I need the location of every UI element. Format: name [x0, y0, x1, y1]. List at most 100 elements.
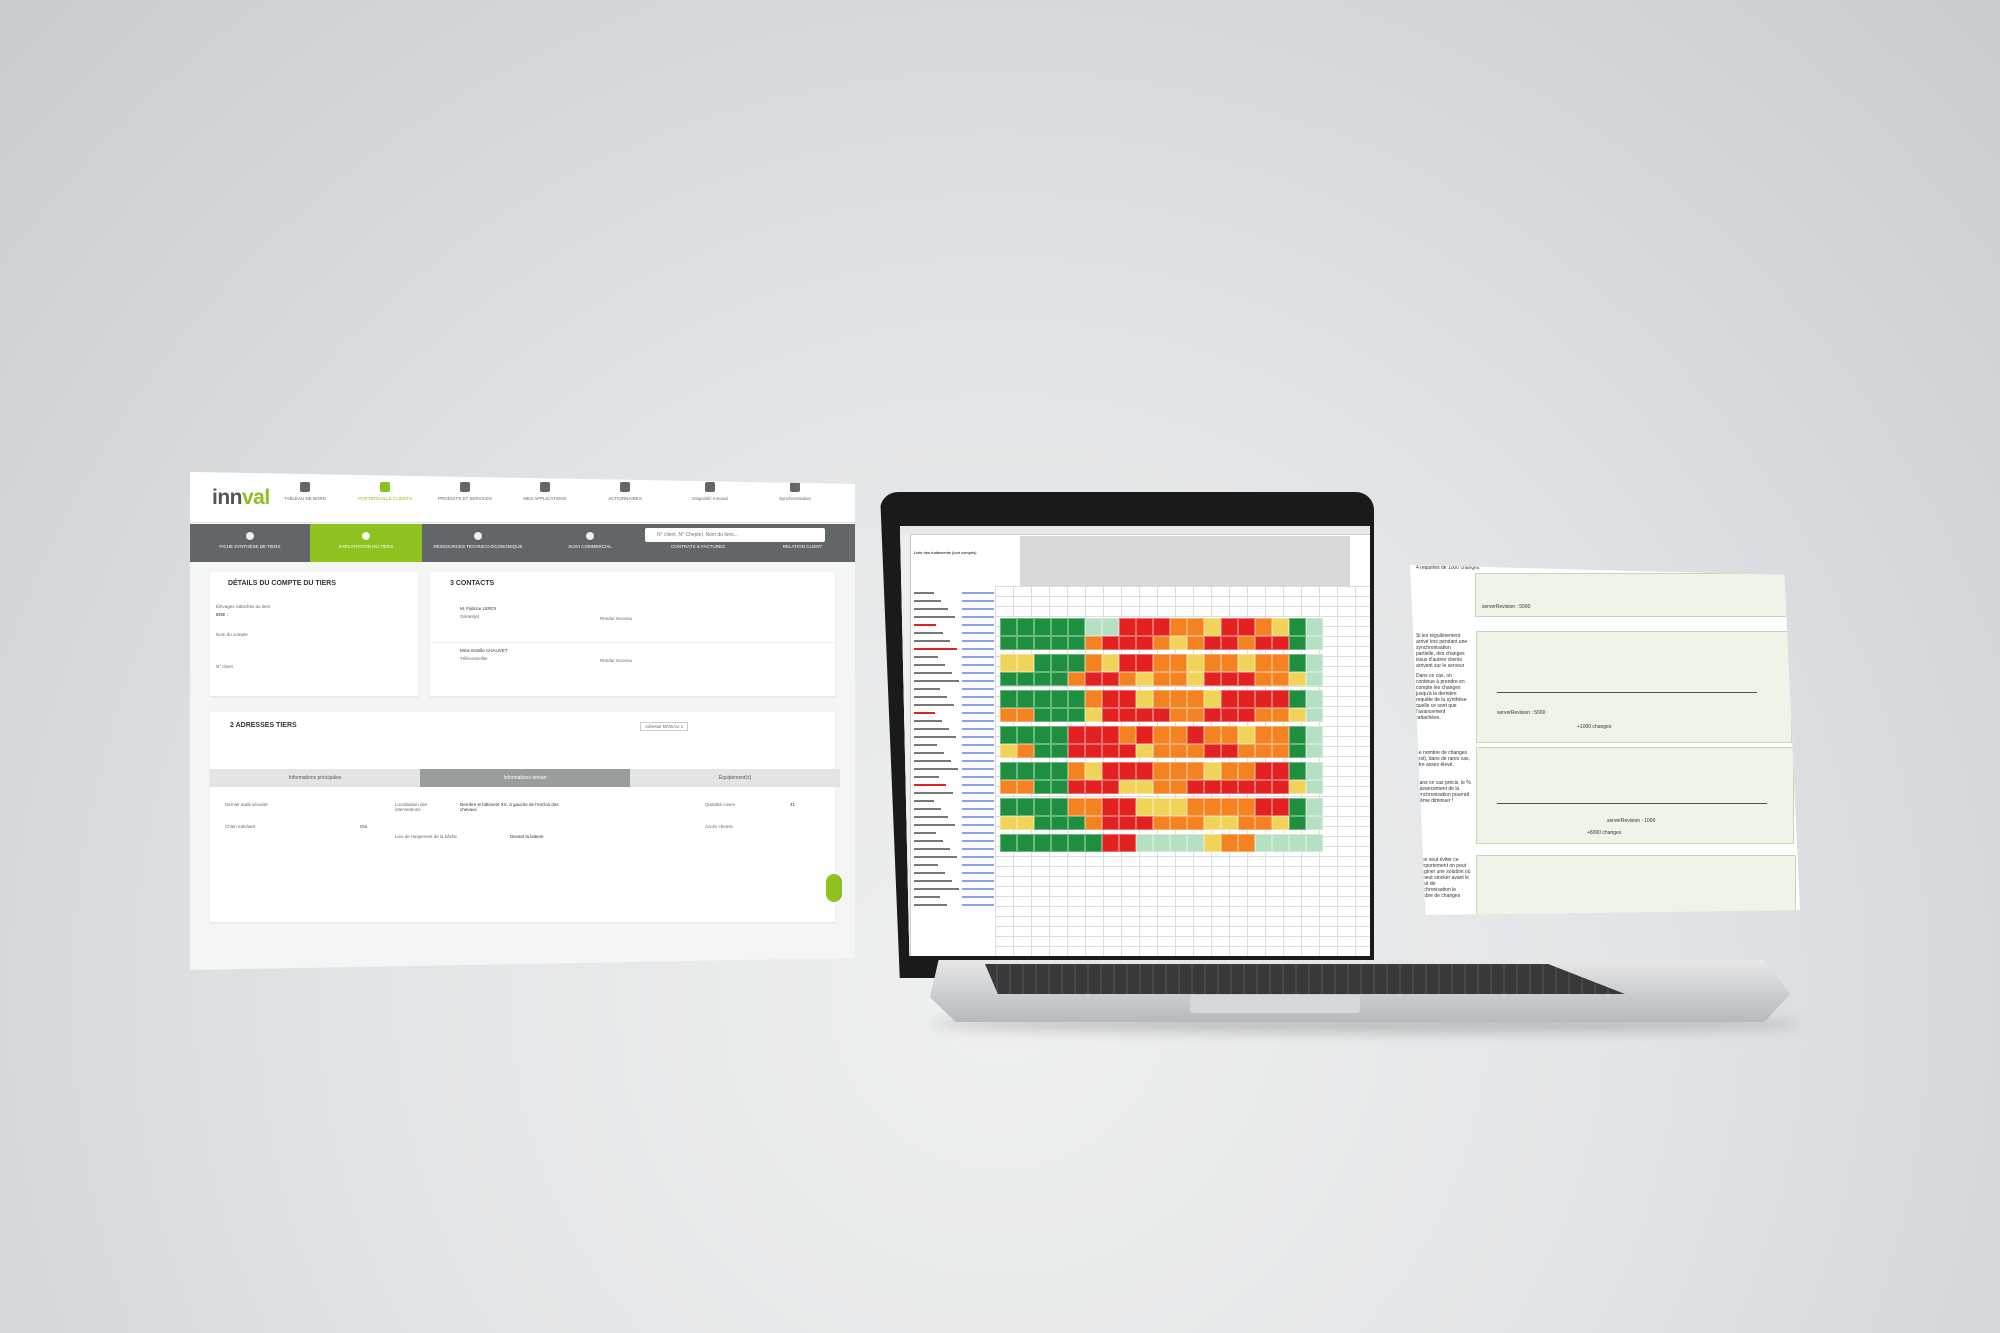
heat-cell[interactable]: [1238, 726, 1255, 744]
heat-cell[interactable]: [1051, 780, 1068, 794]
contact-row[interactable]: Mme Estelle CHAUVET Téléconseiller Rendu…: [430, 644, 835, 684]
link-cell[interactable]: [962, 712, 994, 714]
heat-cell[interactable]: [1187, 762, 1204, 780]
heat-cell[interactable]: [1238, 834, 1255, 852]
nav-dashboard[interactable]: TABLEAU DE BORD: [265, 482, 345, 501]
heat-cell[interactable]: [1221, 726, 1238, 744]
heat-cell[interactable]: [1306, 780, 1323, 794]
heat-cell[interactable]: [1068, 834, 1085, 852]
heat-cell[interactable]: [1136, 654, 1153, 672]
nav-shareholders[interactable]: ACTIONNAIRES: [585, 482, 665, 501]
heat-cell[interactable]: [1102, 798, 1119, 816]
heat-cell[interactable]: [1255, 690, 1272, 708]
heat-cell[interactable]: [1085, 726, 1102, 744]
heat-cell[interactable]: [1085, 798, 1102, 816]
heat-cell[interactable]: [1187, 726, 1204, 744]
heat-cell[interactable]: [1204, 636, 1221, 650]
link-cell[interactable]: [962, 808, 994, 810]
heat-cell[interactable]: [1272, 744, 1289, 758]
search-input[interactable]: N° client, N° Cheptel, Nom du tiers...: [645, 528, 825, 542]
heat-cell[interactable]: [1255, 654, 1272, 672]
heat-cell[interactable]: [1102, 654, 1119, 672]
link-cell[interactable]: [962, 784, 994, 786]
heat-cell[interactable]: [1187, 834, 1204, 852]
link-cell[interactable]: [962, 744, 994, 746]
heat-cell[interactable]: [1306, 636, 1323, 650]
heat-cell[interactable]: [1136, 690, 1153, 708]
heat-cell[interactable]: [1306, 618, 1323, 636]
heat-cell[interactable]: [1221, 816, 1238, 830]
heat-cell[interactable]: [1034, 672, 1051, 686]
heat-cell[interactable]: [1272, 816, 1289, 830]
heat-cell[interactable]: [1153, 744, 1170, 758]
heat-cell[interactable]: [1153, 834, 1170, 852]
heat-cell[interactable]: [1102, 780, 1119, 794]
heat-cell[interactable]: [1136, 834, 1153, 852]
heat-cell[interactable]: [1289, 744, 1306, 758]
heat-cell[interactable]: [1238, 672, 1255, 686]
heat-cell[interactable]: [1289, 672, 1306, 686]
heat-cell[interactable]: [1204, 816, 1221, 830]
heat-cell[interactable]: [1187, 636, 1204, 650]
heat-cell[interactable]: [1034, 744, 1051, 758]
heat-cell[interactable]: [1102, 816, 1119, 830]
link-cell[interactable]: [962, 896, 994, 898]
heat-cell[interactable]: [1119, 744, 1136, 758]
nav-sync[interactable]: Synchronisation: [755, 482, 835, 501]
heat-cell[interactable]: [1272, 618, 1289, 636]
heat-cell[interactable]: [1068, 798, 1085, 816]
heat-cell[interactable]: [1085, 636, 1102, 650]
heat-cell[interactable]: [1255, 618, 1272, 636]
heat-cell[interactable]: [1034, 690, 1051, 708]
heat-cell[interactable]: [1102, 618, 1119, 636]
heat-cell[interactable]: [1000, 654, 1017, 672]
heat-cell[interactable]: [1272, 726, 1289, 744]
heat-cell[interactable]: [1272, 762, 1289, 780]
heat-cell[interactable]: [1221, 708, 1238, 722]
innoval-logo[interactable]: innval: [212, 486, 270, 509]
heat-cell[interactable]: [1170, 780, 1187, 794]
heat-cell[interactable]: [1153, 708, 1170, 722]
heat-cell[interactable]: [1272, 654, 1289, 672]
heat-cell[interactable]: [1204, 672, 1221, 686]
heat-cell[interactable]: [1068, 762, 1085, 780]
heat-cell[interactable]: [1119, 726, 1136, 744]
heat-cell[interactable]: [1119, 690, 1136, 708]
heat-cell[interactable]: [1085, 834, 1102, 852]
heat-cell[interactable]: [1187, 744, 1204, 758]
heat-cell[interactable]: [1306, 726, 1323, 744]
heat-cell[interactable]: [1238, 798, 1255, 816]
heat-cell[interactable]: [1153, 816, 1170, 830]
heat-cell[interactable]: [1068, 636, 1085, 650]
heat-cell[interactable]: [1221, 762, 1238, 780]
heat-cell[interactable]: [1034, 834, 1051, 852]
nav-clients[interactable]: PORTEFEUILLE CLIENTS: [345, 482, 425, 501]
heat-cell[interactable]: [1034, 762, 1051, 780]
link-cell[interactable]: [962, 672, 994, 674]
link-cell[interactable]: [962, 640, 994, 642]
heat-cell[interactable]: [1153, 780, 1170, 794]
heat-cell[interactable]: [1034, 636, 1051, 650]
heat-cell[interactable]: [1153, 672, 1170, 686]
heat-cell[interactable]: [1238, 618, 1255, 636]
heat-cell[interactable]: [1017, 816, 1034, 830]
heat-cell[interactable]: [1306, 762, 1323, 780]
heat-cell[interactable]: [1289, 708, 1306, 722]
heat-cell[interactable]: [1187, 708, 1204, 722]
heat-cell[interactable]: [1119, 672, 1136, 686]
heat-cell[interactable]: [1068, 672, 1085, 686]
heat-cell[interactable]: [1017, 762, 1034, 780]
heat-cell[interactable]: [1306, 744, 1323, 758]
link-cell[interactable]: [962, 768, 994, 770]
heat-cell[interactable]: [1017, 780, 1034, 794]
subtab-terrain-info[interactable]: Informations terrain: [420, 769, 630, 787]
heat-cell[interactable]: [1204, 690, 1221, 708]
heat-cell[interactable]: [1051, 690, 1068, 708]
heat-cell[interactable]: [1221, 672, 1238, 686]
heat-cell[interactable]: [1170, 816, 1187, 830]
heat-cell[interactable]: [1085, 690, 1102, 708]
heat-cell[interactable]: [1017, 744, 1034, 758]
contact-row[interactable]: M. Fabrice LEROI Gérant(e) Rendu/ reconn…: [430, 602, 835, 643]
link-cell[interactable]: [962, 880, 994, 882]
link-cell[interactable]: [962, 592, 994, 594]
